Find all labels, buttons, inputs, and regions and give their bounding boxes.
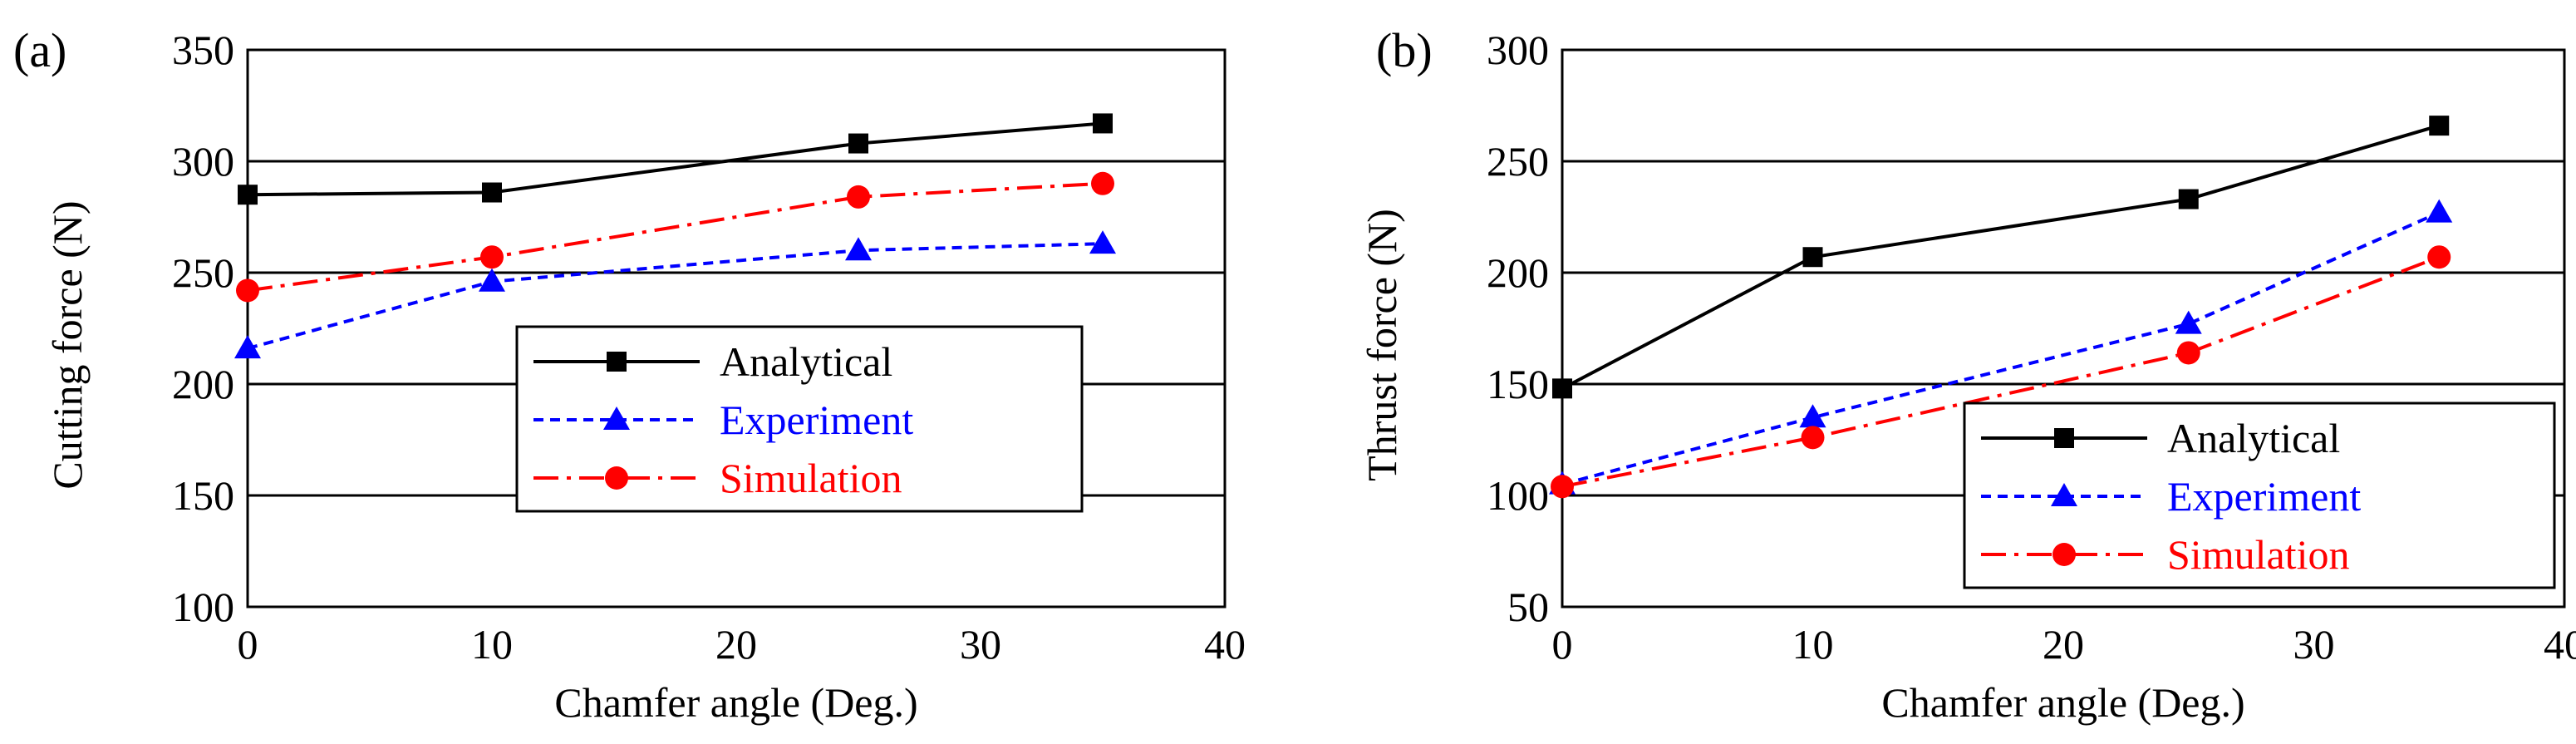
data-point-simulation	[2427, 245, 2451, 269]
x-tick-label: 40	[2544, 621, 2576, 668]
series-line-experiment	[247, 242, 1104, 351]
x-tick-label: 0	[1552, 621, 1573, 668]
data-point-analytical	[1552, 378, 1572, 399]
plot-frame	[1561, 48, 2566, 609]
x-axis-title: Chamfer angle (Deg.)	[1881, 679, 2244, 726]
data-point-analytical	[2178, 189, 2199, 209]
y-tick-label: 100	[172, 584, 234, 630]
y-tick-label: 250	[1487, 138, 1549, 185]
x-tick-label: 20	[715, 621, 757, 668]
data-point-experiment	[234, 335, 261, 359]
legend-label-experiment: Experiment	[720, 397, 913, 443]
data-point-experiment	[479, 268, 505, 292]
data-point-simulation	[1091, 171, 1114, 195]
panel-label: (a)	[13, 23, 66, 77]
data-point-simulation	[2176, 341, 2200, 365]
y-tick-label: 150	[1487, 361, 1549, 407]
y-tick-label: 150	[172, 472, 234, 519]
data-point-analytical	[2429, 116, 2450, 136]
y-tick-label: 250	[172, 249, 234, 296]
x-tick-label: 30	[960, 621, 1001, 668]
series-line-analytical	[1561, 124, 2440, 391]
data-point-experiment	[2175, 310, 2202, 334]
series-line-simulation	[247, 181, 1104, 293]
y-tick-label: 200	[1487, 249, 1549, 296]
y-tick-label: 100	[1487, 472, 1549, 519]
legend-marker-experiment	[603, 406, 630, 430]
y-tick-label: 50	[1507, 584, 1549, 630]
legend-marker-analytical	[2054, 428, 2074, 448]
x-axis-title: Chamfer angle (Deg.)	[554, 679, 917, 726]
data-point-experiment	[1799, 404, 1826, 428]
x-tick-label: 40	[1204, 621, 1246, 668]
data-point-analytical	[848, 133, 868, 154]
legend-marker-analytical	[607, 352, 627, 372]
legend-label-experiment: Experiment	[2167, 473, 2361, 520]
series-line-experiment	[1561, 210, 2441, 486]
data-point-simulation	[847, 185, 870, 209]
legend-label-simulation: Simulation	[2167, 531, 2349, 578]
data-point-analytical	[238, 185, 258, 205]
y-tick-label: 350	[172, 27, 234, 73]
series-line-simulation	[1561, 255, 2440, 489]
data-point-experiment	[1089, 230, 1116, 254]
plot-frame	[246, 48, 1227, 609]
legend-label-simulation: Simulation	[720, 455, 902, 501]
x-tick-label: 0	[238, 621, 258, 668]
panel-b: 50 100 150 200 250 300 0 10 20 30 40 Chamfer angle …	[1359, 23, 2576, 726]
y-tick-label: 300	[1487, 27, 1549, 73]
y-axis-title: Thrust force (N)	[1359, 209, 1405, 481]
x-tick-label: 10	[471, 621, 513, 668]
panel-label: (b)	[1376, 23, 1433, 77]
y-axis-title: Cutting force (N)	[44, 200, 91, 489]
legend-marker-simulation	[2052, 543, 2076, 566]
x-tick-label: 20	[2043, 621, 2084, 668]
x-tick-label: 10	[1792, 621, 1834, 668]
data-point-simulation	[236, 278, 259, 303]
legend-marker-experiment	[2051, 483, 2077, 506]
data-point-analytical	[1093, 113, 1113, 134]
panel-a: 100 150 200 250 300 350 0 10 20 30 40 Chamfer angle…	[13, 23, 1246, 726]
data-point-simulation	[1551, 475, 1574, 499]
series-line-analytical	[247, 121, 1104, 197]
legend-marker-simulation	[605, 466, 628, 490]
data-point-simulation	[1801, 426, 1825, 450]
legend-label-analytical: Analytical	[2167, 415, 2340, 461]
x-tick-label: 30	[2293, 621, 2335, 668]
y-tick-label: 200	[172, 361, 234, 407]
data-point-experiment	[2426, 199, 2453, 223]
data-point-analytical	[1802, 247, 1823, 268]
data-point-experiment	[845, 237, 872, 261]
y-tick-label: 300	[172, 138, 234, 185]
legend-label-analytical: Analytical	[720, 338, 892, 385]
data-point-analytical	[482, 182, 502, 203]
data-point-simulation	[480, 245, 504, 269]
